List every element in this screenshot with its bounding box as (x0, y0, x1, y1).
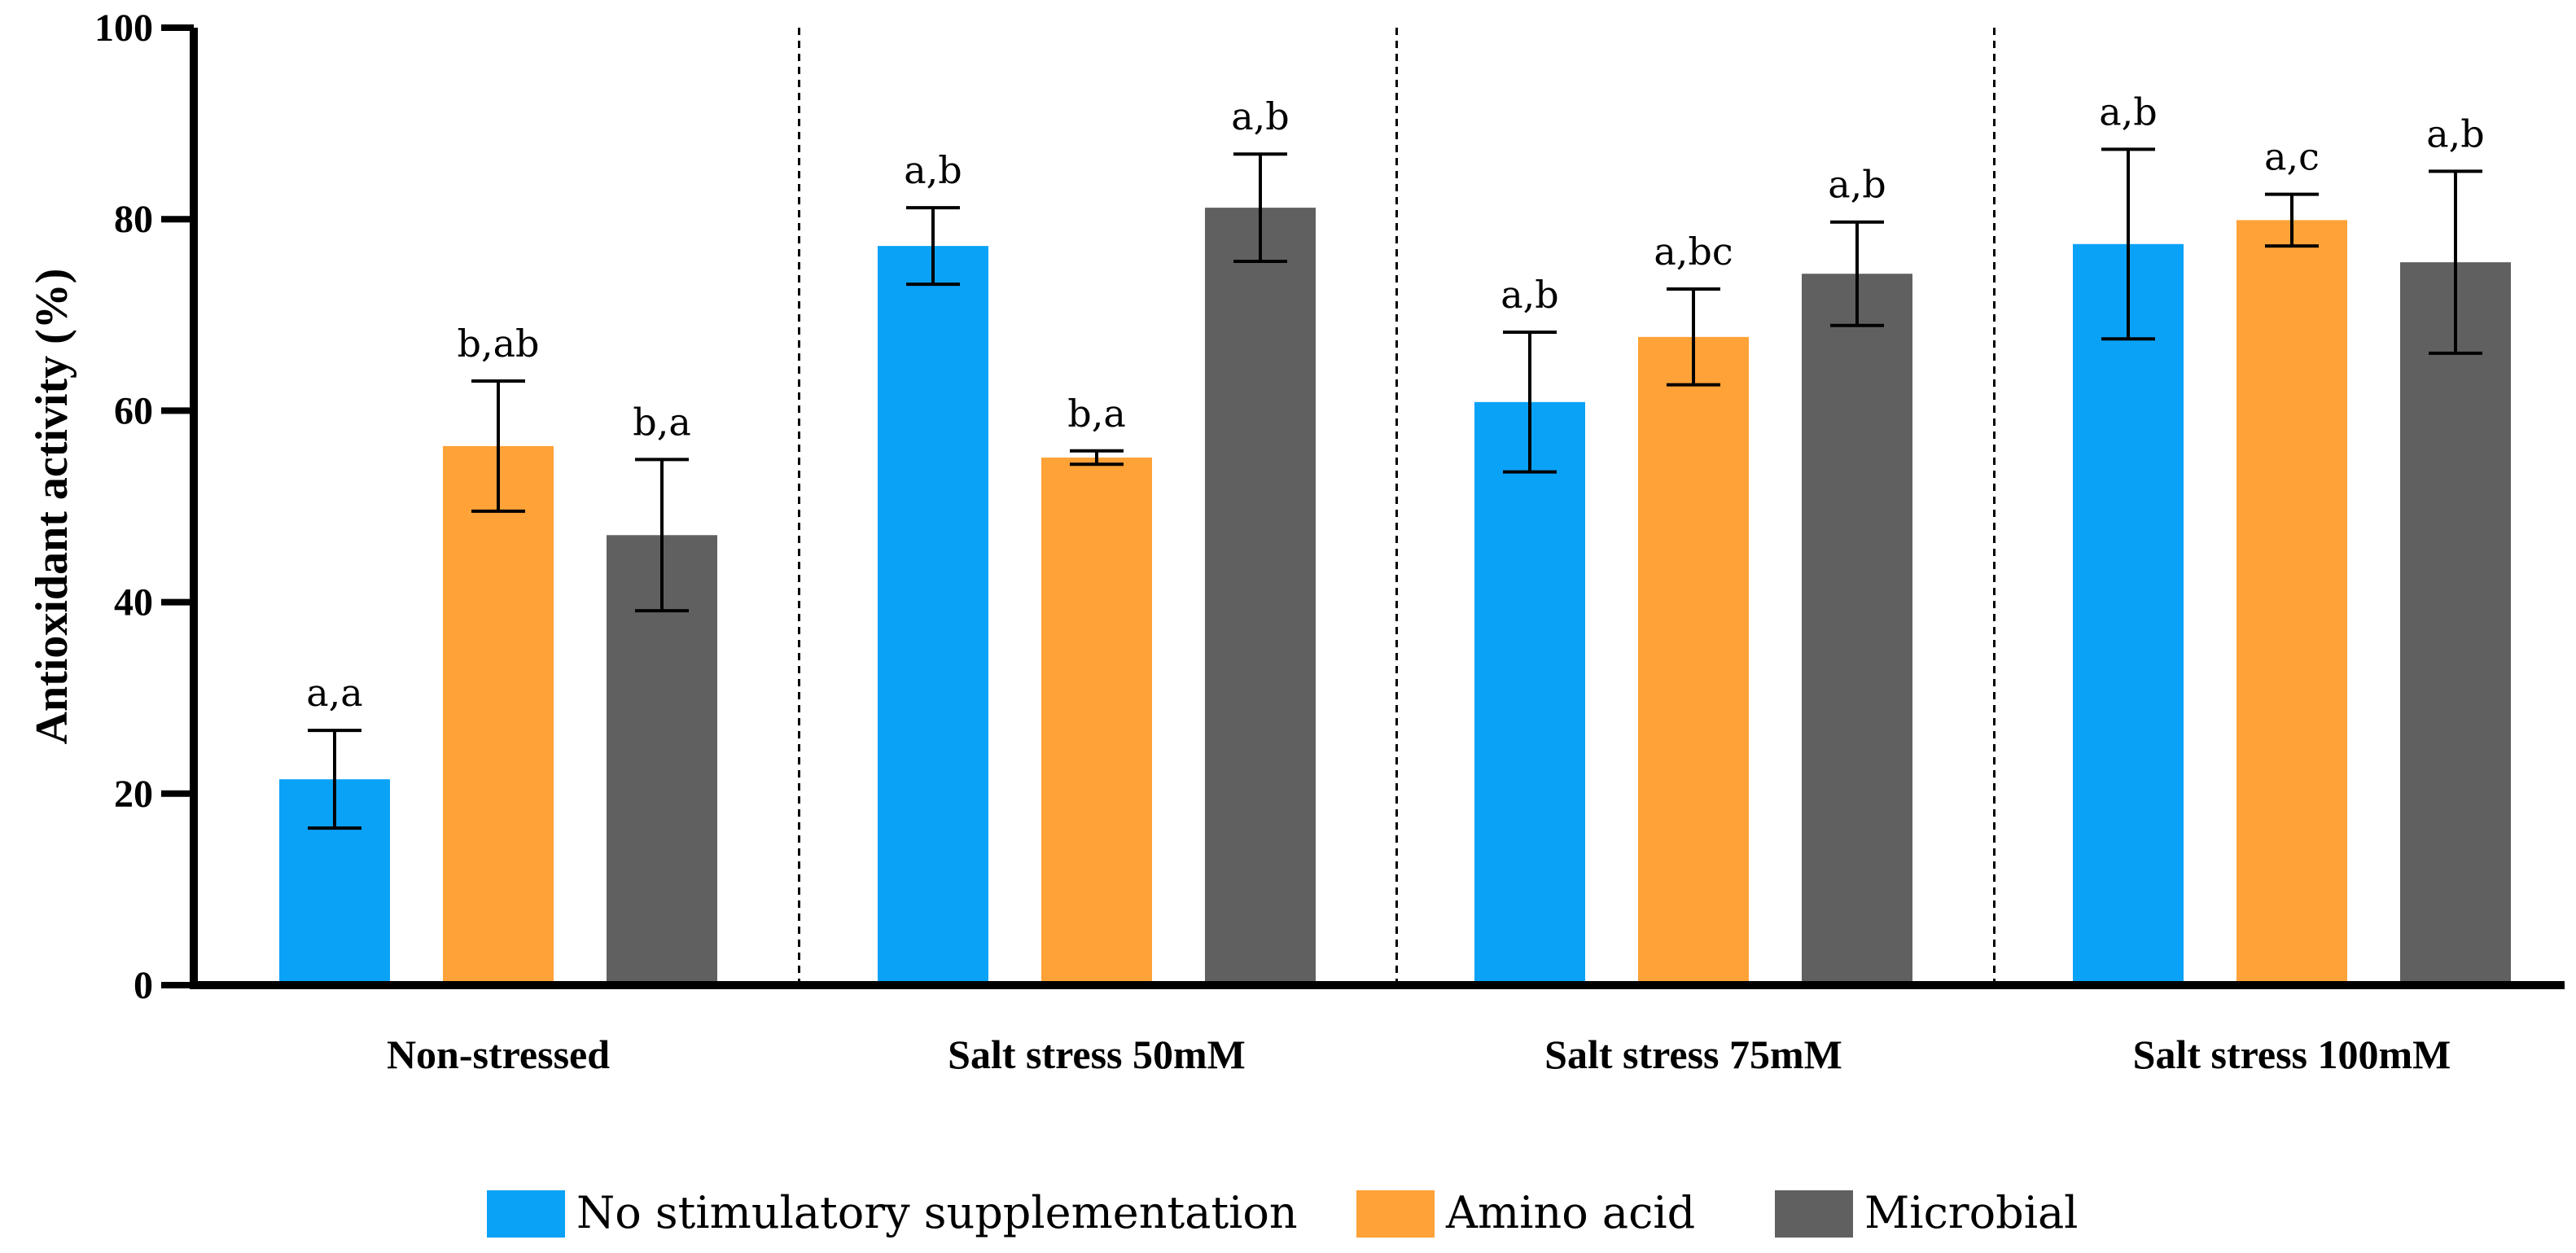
y-tick-label: 20 (114, 773, 153, 816)
group-separators (798, 28, 1996, 985)
bar (878, 246, 988, 985)
bar (1802, 274, 1912, 985)
y-ticks: 0 20 40 60 80 100 (94, 7, 194, 1007)
bar (1205, 208, 1316, 985)
legend-swatch (487, 1190, 565, 1238)
bar (2073, 243, 2184, 985)
y-axis-label: Antioxidant activity (%) (27, 269, 77, 745)
significance-label: b,a (1067, 392, 1126, 436)
legend-label: No stimulatory supplementation (576, 1187, 1298, 1238)
bars-layer (279, 208, 2511, 986)
bar (2400, 262, 2511, 985)
bar (2236, 220, 2347, 986)
category-label: Salt stress 75mM (1544, 1032, 1842, 1077)
bar (1474, 401, 1585, 985)
legend-label: Amino acid (1445, 1187, 1695, 1238)
category-label: Non-stressed (387, 1032, 610, 1077)
significance-label: a,b (2099, 90, 2158, 134)
legend: No stimulatory supplementation Amino acid… (487, 1187, 2078, 1238)
significance-label: a,b (1231, 94, 1290, 138)
significance-label: a,b (2426, 112, 2485, 156)
legend-swatch (1775, 1190, 1853, 1238)
axes (190, 28, 2565, 989)
bar (1638, 336, 1749, 985)
legend-label: Microbial (1864, 1187, 2078, 1238)
y-tick-label: 0 (134, 964, 153, 1007)
significance-label: a,c (2264, 135, 2320, 179)
bar (443, 445, 554, 985)
category-label: Salt stress 100mM (2133, 1032, 2451, 1077)
legend-swatch (1356, 1190, 1435, 1238)
y-tick-label: 40 (114, 581, 153, 624)
error-bars-layer (308, 147, 2482, 830)
y-tick-label: 100 (94, 7, 153, 50)
significance-label: a,b (904, 148, 962, 192)
significance-label: b,ab (458, 322, 540, 366)
significance-label: a,b (1500, 273, 1559, 317)
bar (1041, 458, 1152, 985)
category-labels: Non-stressed Salt stress 50mM Salt stress … (387, 1032, 2451, 1077)
significance-label: a,b (1828, 163, 1886, 207)
y-tick-label: 80 (114, 198, 153, 241)
significance-label: a,a (306, 671, 362, 715)
significance-label: b,a (633, 400, 691, 444)
y-tick-label: 60 (114, 389, 153, 432)
significance-label: a,bc (1654, 230, 1733, 274)
annotations-layer: a,a a,b a,b a,b b,ab b,a a,bc a,c b,a a,b a,b a,b (306, 90, 2484, 715)
category-label: Salt stress 50mM (948, 1032, 1246, 1077)
